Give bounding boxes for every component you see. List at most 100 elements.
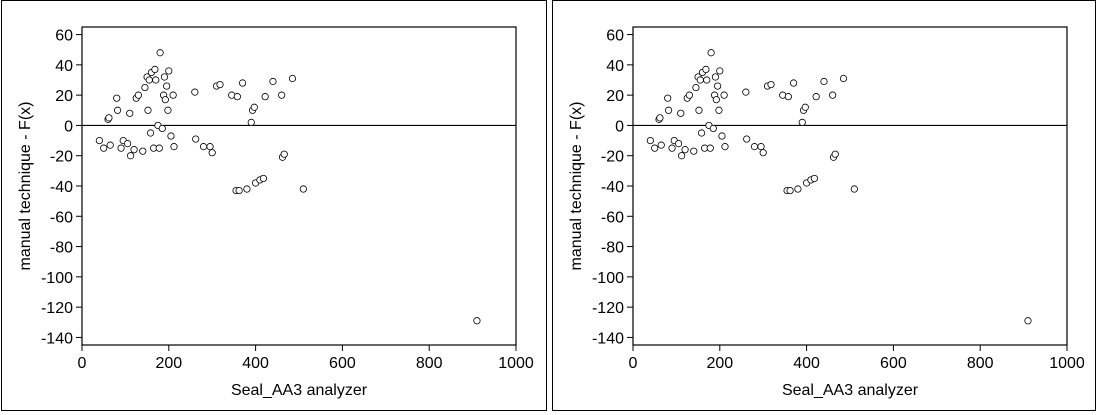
x-tick-label: 200 <box>706 355 733 372</box>
y-tick-label: -140 <box>41 330 73 347</box>
data-point <box>820 77 828 86</box>
x-tick-label: 800 <box>416 355 443 372</box>
y-tick-label: -20 <box>50 149 73 166</box>
x-tick-label: 400 <box>242 355 269 372</box>
data-point <box>812 93 820 101</box>
data-point <box>789 79 798 87</box>
data-point <box>145 76 153 84</box>
data-point <box>681 146 689 154</box>
y-axis-label: manual technique - F(x) <box>17 102 34 271</box>
y-axis-label: manual technique - F(x) <box>568 102 585 271</box>
x-tick-label: 400 <box>793 355 820 372</box>
data-point <box>678 152 686 160</box>
data-point <box>850 185 858 193</box>
x-axis-label: Seal_AA3 analyzer <box>782 382 919 399</box>
data-point <box>123 140 132 148</box>
data-point <box>720 91 728 99</box>
data-point <box>718 132 726 140</box>
x-tick-label: 0 <box>629 355 638 372</box>
chart-panel-left: 60 40 20 0 -20 -40 -60 -80 -100 -120 -140 0 200 400 60… <box>1 0 547 411</box>
data-point <box>750 143 759 151</box>
data-point <box>208 149 216 157</box>
data-point <box>784 93 792 101</box>
data-point <box>156 49 164 57</box>
data-point <box>810 174 819 183</box>
data-point <box>715 106 723 114</box>
data-point <box>170 143 178 151</box>
data-point <box>712 96 720 104</box>
data-point <box>657 141 665 149</box>
data-point <box>839 74 848 83</box>
y-tick-label: 20 <box>55 88 73 105</box>
data-point <box>113 94 121 102</box>
data-point <box>158 124 166 133</box>
y-tick-label: -60 <box>50 209 73 226</box>
data-point <box>690 147 698 155</box>
data-point <box>117 144 125 152</box>
data-point <box>685 91 694 99</box>
y-tick-label: -140 <box>592 330 624 347</box>
data-point <box>714 82 722 90</box>
data-point <box>721 143 729 151</box>
data-point <box>113 106 122 114</box>
data-point <box>130 146 138 154</box>
y-tick-label: 0 <box>615 118 624 135</box>
y-tick-label: 40 <box>606 58 624 75</box>
x-tick-label: 0 <box>78 355 87 372</box>
data-point <box>695 106 703 114</box>
data-point <box>250 103 258 111</box>
y-tick-label: -80 <box>601 240 624 257</box>
data-point <box>801 103 809 111</box>
data-point <box>259 174 268 183</box>
y-tick-label: -100 <box>592 270 624 287</box>
x-tick-label: 200 <box>155 355 182 372</box>
y-tick-label: -40 <box>601 179 624 196</box>
data-point <box>155 144 163 152</box>
data-point <box>151 65 159 74</box>
data-point <box>706 144 714 152</box>
data-point <box>243 185 251 193</box>
y-tick-label: -80 <box>50 240 73 257</box>
data-point <box>126 109 134 117</box>
data-point <box>191 88 199 96</box>
data-point <box>702 65 710 74</box>
data-point <box>473 317 481 325</box>
data-point <box>233 93 241 101</box>
data-point <box>767 80 775 89</box>
data-point <box>167 132 175 140</box>
data-point <box>829 91 837 99</box>
data-point <box>127 152 135 160</box>
data-point <box>160 73 169 81</box>
data-point <box>664 106 673 114</box>
data-point <box>759 149 767 157</box>
data-point <box>206 143 214 151</box>
data-point <box>105 114 113 122</box>
data-point <box>199 143 208 151</box>
y-tick-label: 60 <box>55 28 73 45</box>
data-point <box>161 96 169 104</box>
data-point <box>139 147 147 155</box>
data-point <box>831 150 839 158</box>
y-tick-label: 0 <box>64 118 73 135</box>
data-point <box>709 124 717 133</box>
y-tick-label: 20 <box>606 88 624 105</box>
data-point <box>152 76 160 84</box>
y-tick-label: -100 <box>41 270 73 287</box>
data-point <box>134 91 143 99</box>
data-point <box>703 76 711 84</box>
data-point <box>299 185 307 193</box>
data-point <box>742 88 750 96</box>
x-tick-label: 800 <box>967 355 994 372</box>
data-point <box>651 144 659 152</box>
data-point <box>656 114 664 122</box>
data-point <box>674 140 683 148</box>
data-point <box>707 49 715 57</box>
data-point <box>743 135 751 143</box>
data-point <box>269 77 277 86</box>
data-point <box>235 186 243 195</box>
data-point <box>288 74 297 83</box>
data-point <box>697 129 706 137</box>
y-tick-label: -60 <box>601 209 624 226</box>
data-point <box>1024 317 1032 325</box>
